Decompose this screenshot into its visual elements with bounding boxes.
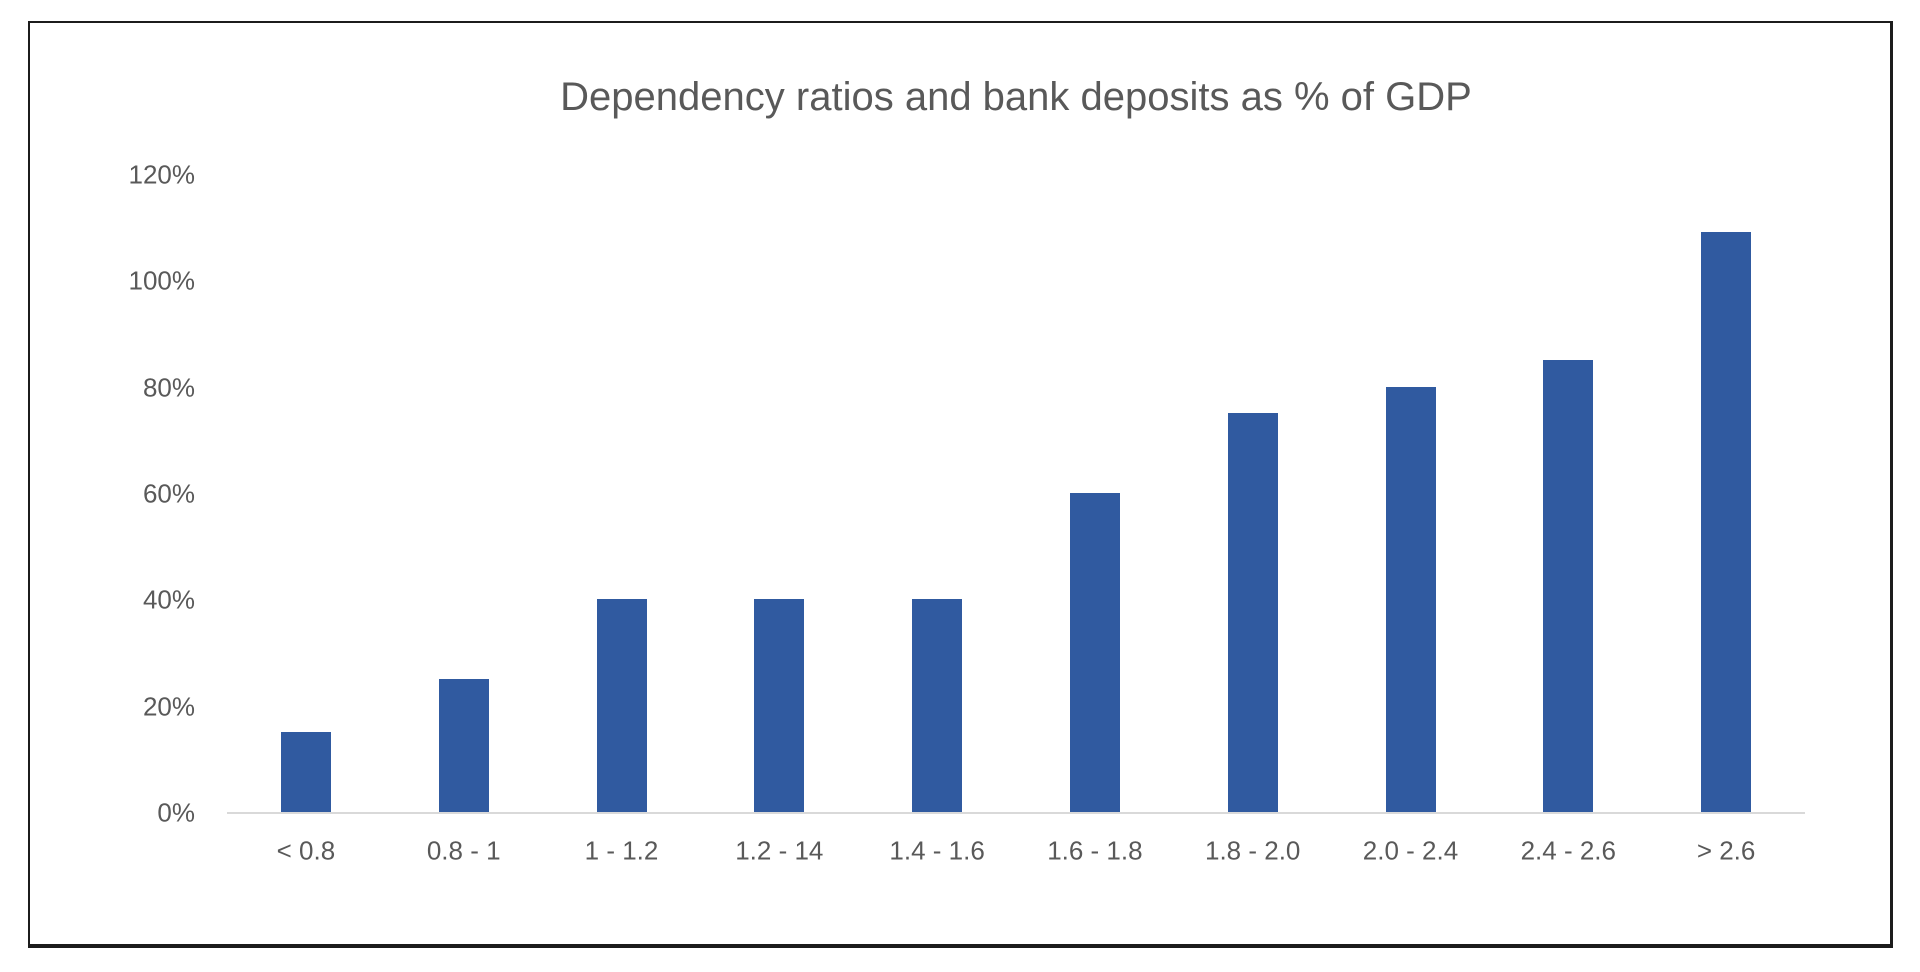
y-tick-label: 20% <box>142 691 195 722</box>
y-tick-label: 120% <box>128 159 196 190</box>
x-tick-label: 1 - 1.2 <box>584 835 659 866</box>
bar <box>1385 386 1436 812</box>
y-tick-label: 80% <box>142 372 195 403</box>
bar <box>1227 413 1278 812</box>
y-tick-label: 0% <box>157 797 195 828</box>
y-tick-label: 100% <box>128 265 196 296</box>
x-tick-label: 2.4 - 2.6 <box>1520 835 1616 866</box>
x-tick-label: 2.0 - 2.4 <box>1362 835 1459 866</box>
bar <box>596 599 647 812</box>
x-tick-label: 1.2 - 14 <box>735 835 824 866</box>
y-tick-label: 60% <box>142 478 195 509</box>
chart-title: Dependency ratios and bank deposits as %… <box>560 75 1472 119</box>
y-tick-label: 40% <box>142 584 195 615</box>
x-tick-label: 1.8 - 2.0 <box>1204 835 1301 866</box>
x-tick-label: > 2.6 <box>1696 835 1756 866</box>
x-tick-label: 1.4 - 1.6 <box>889 835 985 866</box>
x-axis-line <box>227 812 1805 814</box>
bar <box>754 599 805 812</box>
bar <box>1069 493 1120 812</box>
x-tick-label: < 0.8 <box>276 835 336 866</box>
bar <box>1701 232 1752 812</box>
bar <box>280 732 331 812</box>
bar <box>438 679 489 812</box>
chart-frame: Dependency ratios and bank deposits as %… <box>28 21 1893 948</box>
x-tick-label: 0.8 - 1 <box>426 835 501 866</box>
bar <box>912 599 963 812</box>
bar <box>1543 360 1594 812</box>
x-tick-label: 1.6 - 1.8 <box>1047 835 1143 866</box>
